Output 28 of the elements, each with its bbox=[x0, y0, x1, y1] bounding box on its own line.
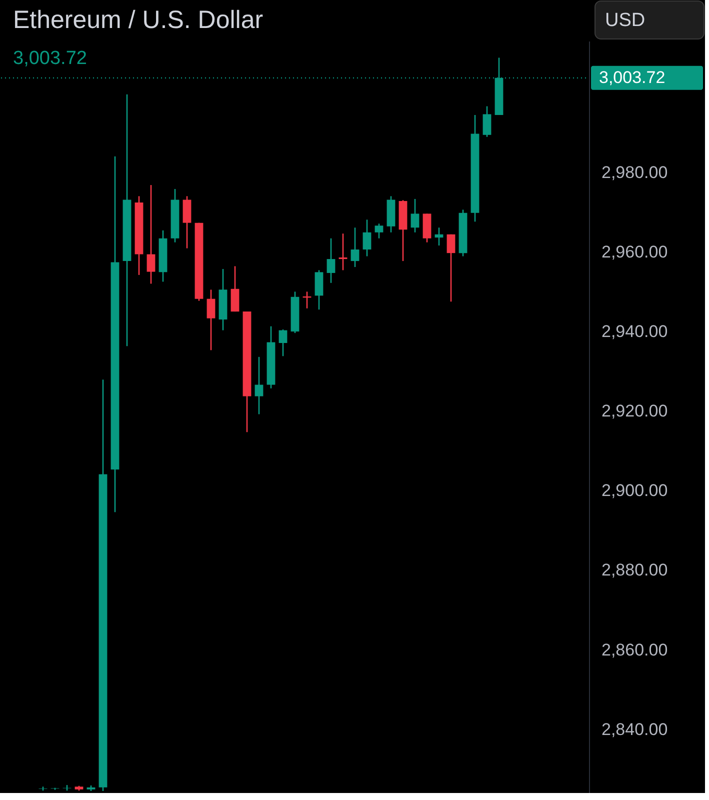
candlestick bbox=[362, 219, 372, 257]
chart-title: Ethereum / U.S. Dollar bbox=[13, 6, 264, 34]
candlestick bbox=[278, 328, 288, 357]
y-tick-label: 2,920.00 bbox=[602, 402, 668, 421]
candlestick bbox=[254, 356, 264, 415]
y-tick-label: 2,860.00 bbox=[602, 640, 668, 660]
candlestick bbox=[350, 226, 360, 268]
candlestick bbox=[338, 232, 348, 271]
candlestick bbox=[434, 226, 444, 246]
ref-line-label: 3,003.72 bbox=[599, 68, 666, 87]
candlestick bbox=[410, 198, 420, 234]
y-tick-label: 2,900.00 bbox=[602, 481, 668, 500]
candlestick bbox=[146, 184, 156, 284]
text: USD bbox=[605, 10, 646, 31]
y-tick-label: 2,940.00 bbox=[602, 322, 668, 341]
candlestick bbox=[482, 106, 492, 138]
candlestick bbox=[314, 270, 324, 310]
chart-subtitle: 3,003.72 bbox=[13, 48, 87, 69]
y-tick-label: 2,880.00 bbox=[602, 560, 668, 580]
y-tick-label: 2,960.00 bbox=[602, 242, 668, 262]
candlestick bbox=[182, 196, 192, 249]
candlestick bbox=[374, 222, 384, 239]
y-tick-label: 2,980.00 bbox=[602, 162, 668, 182]
y-tick-label: 2,840.00 bbox=[602, 720, 668, 739]
candlestick bbox=[206, 289, 216, 351]
candlestick bbox=[230, 266, 240, 312]
candlestick bbox=[326, 238, 336, 284]
candlestick bbox=[446, 234, 456, 302]
